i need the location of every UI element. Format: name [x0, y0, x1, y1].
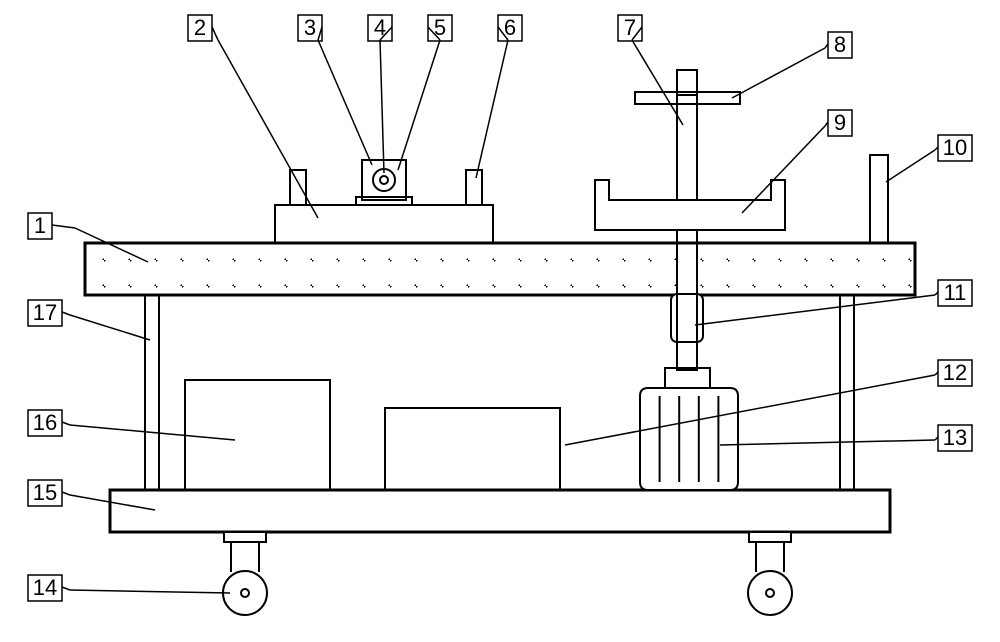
shaft-collar [671, 294, 703, 342]
top-plate [85, 243, 915, 295]
bottom-frame [110, 490, 890, 532]
label-number: 9 [834, 110, 846, 135]
leader-line [632, 40, 683, 125]
callout-labels: 1234567891011121314151617 [28, 15, 972, 601]
motor [640, 368, 738, 490]
caster-wheel [748, 532, 792, 615]
storage-box-left [185, 380, 330, 490]
label-number: 11 [944, 280, 967, 305]
leader-line [398, 40, 440, 170]
engineering-diagram: 1234567891011121314151617 [0, 0, 1000, 642]
storage-box-middle [385, 408, 560, 490]
label-number: 3 [304, 15, 316, 40]
label-number: 16 [33, 410, 57, 435]
leader-line [70, 425, 235, 440]
leg-left [145, 295, 159, 490]
label-number: 8 [834, 32, 846, 57]
label-number: 2 [194, 15, 206, 40]
label-number: 17 [33, 300, 57, 325]
leader-line [720, 440, 935, 445]
label-number: 14 [33, 575, 57, 600]
leader-line [695, 295, 935, 325]
leader-line [318, 40, 372, 165]
leader-line [565, 375, 935, 445]
caster-wheel [223, 532, 267, 615]
top-crossbar [635, 92, 740, 104]
leader-line [476, 40, 508, 178]
platter-tray [595, 180, 785, 230]
label-number: 10 [943, 135, 967, 160]
leader-line [70, 590, 230, 593]
label-number: 1 [34, 213, 46, 238]
leader-line [218, 40, 318, 218]
leader-line [70, 495, 155, 510]
post-right [870, 155, 888, 243]
label-number: 13 [943, 425, 967, 450]
leader-line [886, 150, 935, 182]
mount-post-left [290, 170, 306, 205]
label-number: 15 [33, 480, 57, 505]
mount-base [275, 205, 493, 243]
leader-line [380, 40, 384, 173]
leader-line [732, 48, 825, 98]
leader-line [70, 315, 150, 340]
label-number: 12 [943, 360, 967, 385]
mount-post-right [466, 170, 482, 205]
